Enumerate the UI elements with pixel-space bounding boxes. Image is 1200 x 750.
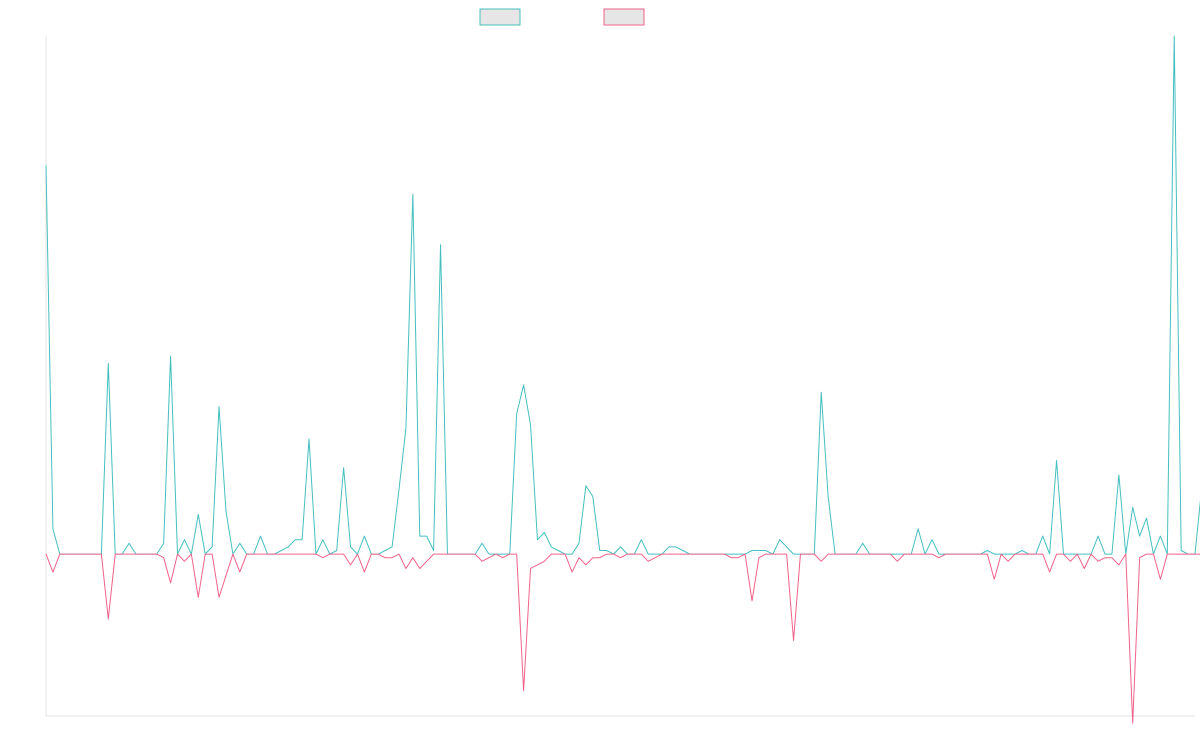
axes: [45, 36, 1195, 717]
legend-swatch-series-1[interactable]: [479, 8, 521, 26]
legend: [479, 8, 645, 26]
series-line-1: [45, 35, 1200, 555]
series-layer: [45, 35, 1200, 724]
series-line-2: [45, 553, 1200, 724]
legend-swatch-series-2[interactable]: [603, 8, 645, 26]
